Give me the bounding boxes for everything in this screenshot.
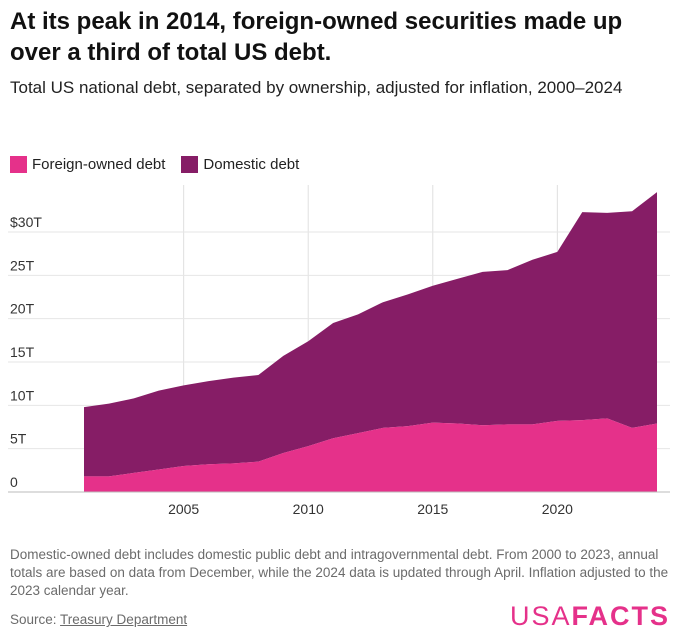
legend-swatch-foreign: [10, 156, 27, 173]
y-tick-label: 5T: [10, 431, 27, 447]
y-tick-label: 10T: [10, 387, 35, 403]
source-link[interactable]: Treasury Department: [60, 612, 188, 627]
x-tick-label: 2005: [168, 501, 199, 517]
series-area-foreign: [84, 418, 657, 492]
x-tick-label: 2015: [417, 501, 448, 517]
legend-item-foreign: Foreign-owned debt: [10, 156, 165, 173]
legend: Foreign-owned debt Domestic debt: [10, 156, 315, 173]
source-prefix: Source:: [10, 612, 61, 627]
legend-swatch-domestic: [181, 156, 199, 173]
series-area-domestic: [84, 192, 657, 477]
y-tick-label: 0: [10, 474, 18, 490]
legend-label-foreign: Foreign-owned debt: [32, 156, 166, 173]
footnote: Domestic-owned debt includes domestic pu…: [10, 547, 669, 598]
x-tick-label: 2020: [542, 501, 573, 517]
y-tick-label: 25T: [10, 257, 35, 273]
area-chart: 0 5T 10T 15T 20T 25T $30T 2005 2010 2015 2020: [8, 185, 670, 517]
source-line: Source: Treasury Department: [10, 612, 187, 627]
legend-label-domestic: Domestic debt: [203, 156, 300, 173]
chart-subtitle: Total US national debt, separated by own…: [10, 78, 623, 97]
usafacts-logo: USAFACTS: [510, 601, 670, 632]
y-tick-label: 20T: [10, 301, 35, 317]
x-tick-label: 2010: [293, 501, 324, 517]
y-tick-label: $30T: [10, 214, 42, 230]
y-tick-label: 15T: [10, 344, 35, 360]
logo-text-bold: FACTS: [571, 601, 670, 631]
logo-text-light: USA: [509, 601, 572, 631]
legend-item-domestic: Domestic debt: [181, 156, 299, 173]
chart-title: At its peak in 2014, foreign-owned secur…: [10, 8, 623, 66]
